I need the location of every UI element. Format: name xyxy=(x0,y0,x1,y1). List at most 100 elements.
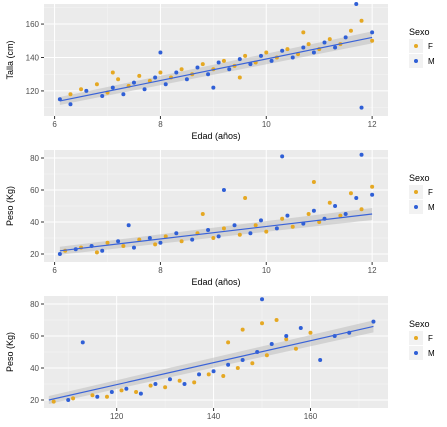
data-point-M xyxy=(269,342,274,346)
data-point-F xyxy=(221,374,226,378)
data-point-M xyxy=(206,228,211,232)
y-tick-label: 40 xyxy=(30,364,39,373)
data-point-M xyxy=(221,188,226,192)
data-point-M xyxy=(110,85,115,90)
data-point-M xyxy=(66,398,71,402)
legend-title: Sexo xyxy=(409,27,430,37)
data-point-M xyxy=(258,53,263,58)
data-point-M xyxy=(260,297,265,302)
data-point-M xyxy=(167,377,172,382)
chart-panel-1: 6 8 10 12 120 140 160 Edad (años) Talla (cm) Sexo… xyxy=(5,2,435,141)
data-point-F xyxy=(280,216,285,221)
data-point-M xyxy=(174,231,179,236)
x-tick-label: 10 xyxy=(262,120,271,129)
y-tick-label: 20 xyxy=(30,396,39,405)
data-point-M xyxy=(216,60,221,65)
data-point-M xyxy=(322,40,327,45)
data-point-M xyxy=(131,245,136,250)
data-point-F xyxy=(110,70,115,75)
data-point-F xyxy=(116,77,121,82)
data-point-F xyxy=(163,234,168,239)
data-point-F xyxy=(359,207,364,212)
legend-entry: F xyxy=(428,42,433,51)
data-point-M xyxy=(197,372,202,377)
data-point-F xyxy=(158,70,163,75)
data-point-M xyxy=(343,212,348,216)
data-point-F xyxy=(192,380,197,385)
x-tick-label: 8 xyxy=(158,120,163,129)
legend-entry: M xyxy=(428,57,435,66)
data-point-F xyxy=(243,53,248,58)
data-point-M xyxy=(195,65,200,70)
confidence-band xyxy=(59,31,373,105)
data-point-M xyxy=(232,223,237,228)
data-point-M xyxy=(142,87,147,92)
data-point-F xyxy=(71,396,76,401)
y-tick-label: 20 xyxy=(30,250,39,259)
y-axis-title: Peso (Kg) xyxy=(5,332,15,372)
data-point-M xyxy=(131,80,136,85)
data-point-M xyxy=(124,386,129,391)
data-point-F xyxy=(153,242,158,247)
data-point-M xyxy=(95,394,100,399)
chart-panel-2: 6 8 10 12 20 40 60 80 Edad (años) Peso (Kg) Sexo FM xyxy=(5,150,435,287)
data-point-F xyxy=(250,361,255,366)
data-point-F xyxy=(137,237,142,242)
confidence-band xyxy=(59,208,373,255)
data-point-F xyxy=(163,385,168,390)
data-point-F xyxy=(104,394,109,399)
data-point-F xyxy=(264,50,269,55)
data-point-F xyxy=(293,346,298,351)
data-point-M xyxy=(274,226,279,231)
data-point-M xyxy=(227,67,232,72)
data-point-F xyxy=(148,383,153,388)
x-tick-label: 12 xyxy=(368,120,377,129)
x-axis-title: Edad (años) xyxy=(191,131,240,141)
data-point-M xyxy=(68,102,73,107)
legend-marker-F xyxy=(414,336,418,340)
legend: Sexo FM xyxy=(409,319,435,360)
data-point-F xyxy=(348,191,353,196)
data-point-M xyxy=(343,35,348,40)
y-tick-label: 60 xyxy=(30,332,39,341)
data-point-F xyxy=(348,28,353,33)
data-point-M xyxy=(370,30,375,35)
y-axis-title: Talla (cm) xyxy=(5,40,15,79)
legend-marker-F xyxy=(414,44,418,48)
data-point-F xyxy=(308,330,313,335)
data-point-F xyxy=(200,212,205,216)
legend-entry: M xyxy=(428,203,435,212)
y-tick-label: 60 xyxy=(30,186,39,195)
chart-panels: 6 8 10 12 120 140 160 Edad (años) Talla (cm) Sexo… xyxy=(5,2,435,421)
data-point-M xyxy=(248,62,253,67)
data-point-M xyxy=(121,92,126,97)
data-point-M xyxy=(116,239,121,244)
data-point-F xyxy=(243,196,248,200)
data-point-M xyxy=(285,213,290,218)
y-tick-label: 80 xyxy=(30,300,39,309)
data-point-M xyxy=(57,252,62,256)
x-axis-title: Edad (años) xyxy=(191,277,240,287)
x-tick-label: 10 xyxy=(262,266,271,275)
data-point-F xyxy=(253,223,258,228)
data-point-M xyxy=(126,223,131,228)
legend-title: Sexo xyxy=(409,173,430,183)
data-point-F xyxy=(359,18,364,23)
data-point-M xyxy=(211,369,216,374)
data-point-M xyxy=(290,55,295,60)
data-point-M xyxy=(311,50,316,55)
data-point-F xyxy=(260,321,265,326)
data-point-M xyxy=(226,362,231,367)
data-point-F xyxy=(327,200,332,205)
data-point-M xyxy=(359,105,364,110)
data-point-M xyxy=(147,236,152,240)
data-point-F xyxy=(90,393,95,398)
data-point-F xyxy=(137,73,142,78)
data-point-F xyxy=(179,67,184,72)
data-point-M xyxy=(301,45,306,50)
data-point-M xyxy=(371,319,376,324)
data-point-M xyxy=(153,75,158,80)
x-tick-label: 6 xyxy=(52,266,57,275)
y-tick-label: 40 xyxy=(30,218,39,227)
